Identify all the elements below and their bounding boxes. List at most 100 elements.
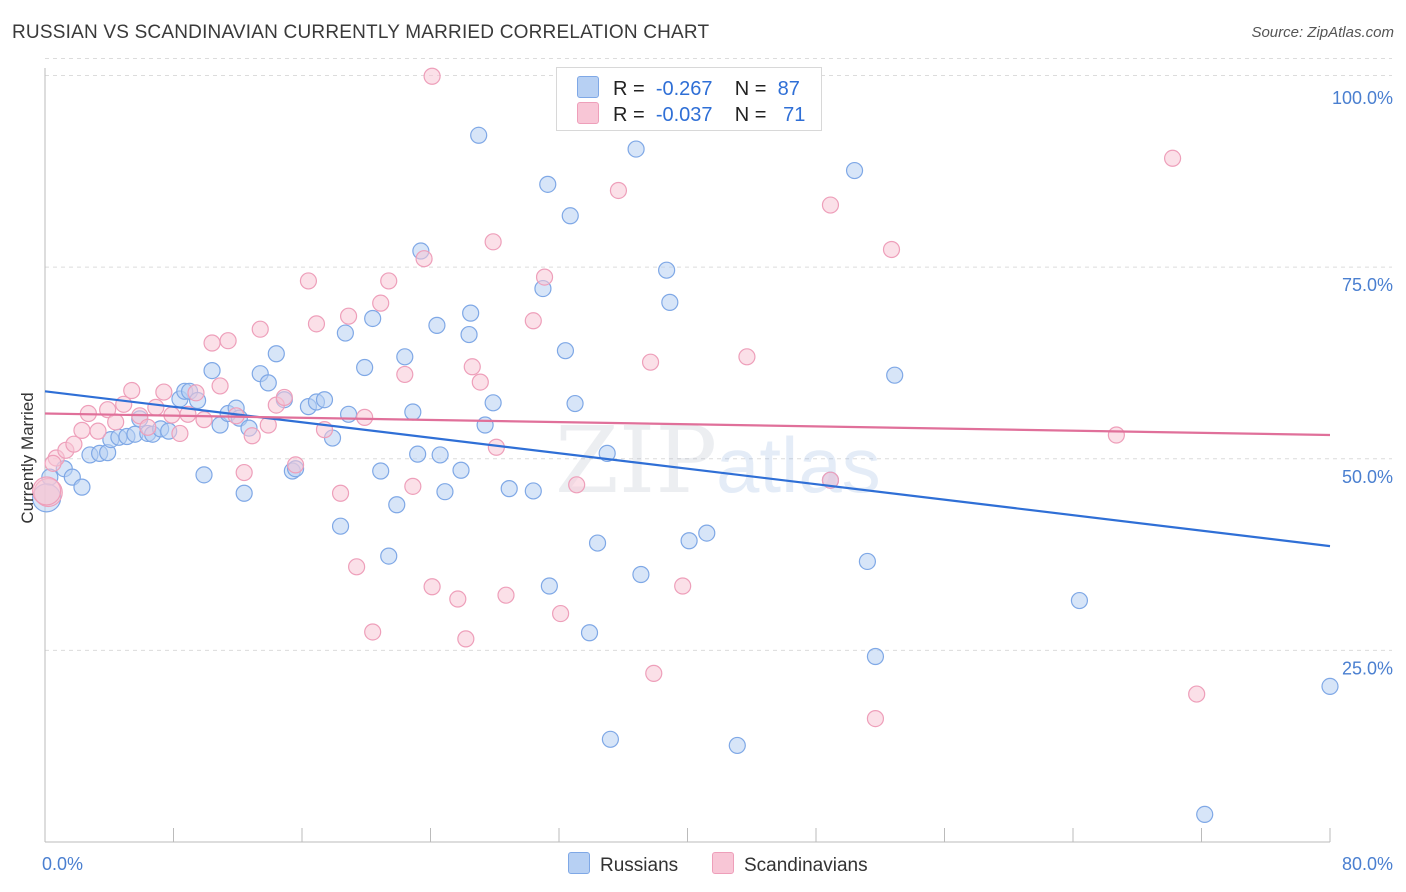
legend-n-label: N =	[734, 104, 767, 126]
russian-point	[404, 403, 422, 421]
russian-point	[476, 416, 494, 434]
scandinavian-point	[463, 358, 481, 376]
scandinavian-point	[107, 413, 125, 431]
scandinavian-point	[471, 373, 489, 391]
scandinavian-point	[44, 454, 62, 472]
legend-r-label: R =	[613, 104, 645, 126]
russian-point	[388, 496, 406, 514]
y-tick-label: 25.0%	[1342, 658, 1393, 678]
russian-point	[524, 482, 542, 500]
russian-point	[462, 304, 480, 322]
scandinavian-point	[235, 463, 253, 482]
legend-n-label: N =	[734, 78, 767, 100]
tick-labels: 25.0% 50.0% 75.0% 100.0% 0.0% 80.0%	[42, 88, 1393, 874]
russian-point	[598, 444, 616, 462]
russian-point	[540, 577, 558, 595]
scandinavians-swatch	[712, 852, 734, 874]
scandinavian-point	[286, 456, 305, 474]
scandinavian-point	[535, 268, 554, 286]
russian-point	[372, 462, 390, 480]
scandinavian-point	[203, 334, 221, 352]
scandinavian-point	[1107, 426, 1125, 444]
russian-point	[728, 736, 746, 755]
russian-point	[259, 374, 277, 392]
scandinavian-point	[211, 377, 229, 395]
russian-point	[470, 126, 488, 144]
x-tick-label-min: 0.0%	[42, 854, 83, 874]
russian-point	[364, 309, 382, 328]
scandinavian-point	[123, 381, 141, 400]
scandinavian-point	[32, 476, 62, 506]
axes	[44, 68, 1331, 843]
russian-point	[267, 345, 285, 363]
russian-point	[73, 478, 91, 496]
russian-point	[566, 394, 584, 413]
russian-point	[396, 348, 414, 366]
russian-point	[698, 524, 716, 542]
scandinavians-trend-line	[44, 412, 1331, 437]
russian-point	[203, 362, 221, 380]
trend-lines	[44, 390, 1331, 548]
scandinavian-point	[380, 272, 398, 290]
russian-point	[409, 445, 427, 463]
russians-swatch	[577, 76, 599, 98]
chart-title: RUSSIAN VS SCANDINAVIAN CURRENTLY MARRIE…	[12, 22, 710, 43]
scandinavian-point	[251, 320, 269, 338]
scandinavian-point	[179, 405, 197, 423]
scandinavian-point	[396, 365, 414, 384]
scandinavian-point	[423, 67, 441, 85]
scandinavian-point	[645, 664, 663, 682]
scandinavian-point	[275, 388, 293, 407]
scandinavian-point	[524, 312, 542, 330]
scandinavian-point	[738, 348, 756, 366]
russian-point	[235, 484, 253, 502]
scandinavian-point	[348, 558, 366, 576]
russians-legend-label: Russians	[600, 855, 679, 876]
scandinavian-point	[364, 623, 382, 641]
chart-source: Source: ZipAtlas.com	[1251, 24, 1394, 41]
bottom-legend-russians: Russians	[568, 852, 678, 877]
russian-point	[1196, 805, 1214, 824]
russian-point	[627, 140, 645, 158]
scandinavian-point	[65, 435, 83, 453]
russian-point	[866, 647, 885, 666]
russian-point	[858, 552, 877, 571]
russian-point	[601, 730, 620, 748]
scandinavian-point	[372, 294, 390, 312]
russian-point	[431, 446, 449, 464]
scandinavian-point	[497, 586, 515, 604]
scandinavian-point	[821, 196, 840, 214]
russian-point	[561, 207, 579, 225]
scandinavian-point	[609, 181, 628, 200]
scandinavian-point	[89, 422, 107, 440]
russian-point	[356, 358, 374, 377]
russian-point	[886, 366, 904, 384]
scandinavian-point	[415, 250, 433, 268]
russian-point	[436, 483, 454, 501]
scandinavian-point	[339, 307, 358, 325]
scandinavian-point	[449, 590, 467, 608]
russian-point	[556, 342, 575, 360]
scandinavian-point	[147, 398, 165, 416]
russian-point	[336, 324, 354, 342]
stats-legend: R = -0.267 N = 87 R = -0.037 N = 71	[556, 67, 822, 131]
scandinavian-point	[155, 383, 173, 401]
legend-r-value: -0.267	[655, 78, 713, 100]
scandinavian-point	[882, 240, 901, 259]
russian-point	[658, 261, 676, 279]
russian-point	[315, 391, 334, 409]
scandinavian-point	[299, 272, 318, 290]
y-tick-label: 100.0%	[1332, 88, 1393, 108]
russian-point	[484, 394, 502, 412]
scandinavian-point	[331, 484, 350, 502]
scandinavian-point	[139, 418, 157, 436]
russian-point	[539, 175, 557, 193]
legend-row-scandinavians: R = -0.037 N = 71	[577, 102, 805, 126]
russian-point	[460, 325, 478, 344]
russian-point	[339, 405, 358, 423]
scandinavian-point	[568, 476, 586, 494]
scandinavian-point	[821, 471, 840, 489]
russian-point	[380, 547, 398, 565]
russian-point	[632, 565, 650, 584]
y-tick-label: 50.0%	[1342, 467, 1393, 487]
